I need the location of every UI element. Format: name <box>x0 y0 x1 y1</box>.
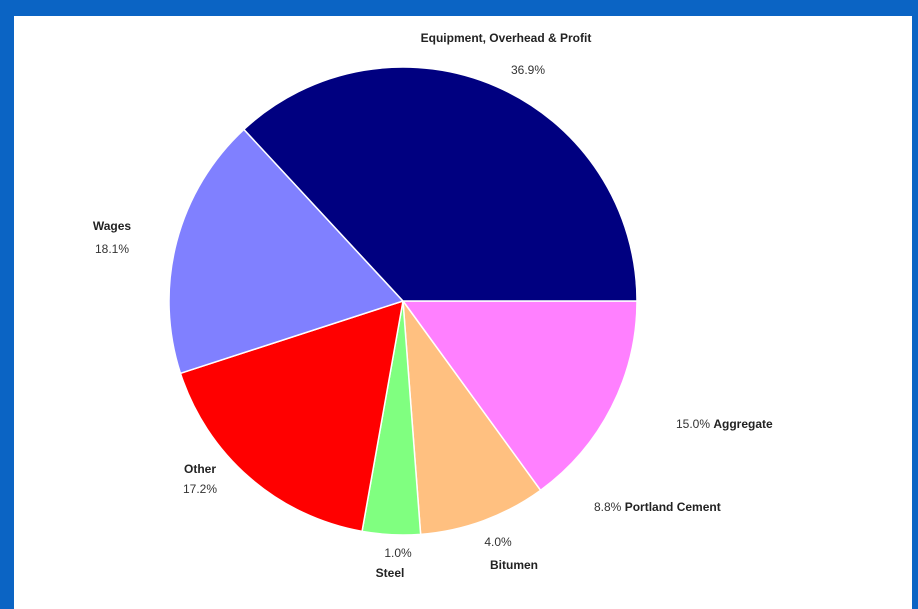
slice-value-wages: 18.1% <box>95 242 129 256</box>
pie-slice-wages <box>168 128 405 375</box>
slice-name-steel: Steel <box>376 566 405 580</box>
slice-label-aggregate: 15.0% Aggregate <box>676 417 773 431</box>
slice-name-other: Other <box>184 462 216 476</box>
pie-slice-other <box>179 299 404 533</box>
pie-chart: Equipment, Overhead & Profit 36.9% 15.0% A… <box>93 31 773 580</box>
slice-value-equipment-overhead-profit: 36.9% <box>511 63 545 77</box>
pie-slice-equipment-overhead-profit <box>242 66 638 302</box>
slice-value-other: 17.2% <box>183 482 217 496</box>
slice-name-bitumen: Bitumen <box>490 558 538 572</box>
slice-value-bitumen: 4.0% <box>484 535 512 549</box>
slice-name-equipment-overhead-profit: Equipment, Overhead & Profit <box>421 31 592 45</box>
pie-slice-portland-cement <box>402 298 542 536</box>
slice-label-portland-cement: 8.8% Portland Cement <box>594 500 721 514</box>
pie-slice-aggregate <box>401 300 638 492</box>
slice-value-steel: 1.0% <box>384 546 412 560</box>
slice-name-aggregate: Aggregate <box>713 417 773 431</box>
slice-name-portland-cement: Portland Cement <box>625 500 721 514</box>
slice-value-aggregate: 15.0% <box>676 417 713 431</box>
chart-panel: Equipment, Overhead & Profit 36.9% 15.0% A… <box>14 16 912 609</box>
slice-value-portland-cement: 8.8% <box>594 500 625 514</box>
slice-name-wages: Wages <box>93 219 132 233</box>
